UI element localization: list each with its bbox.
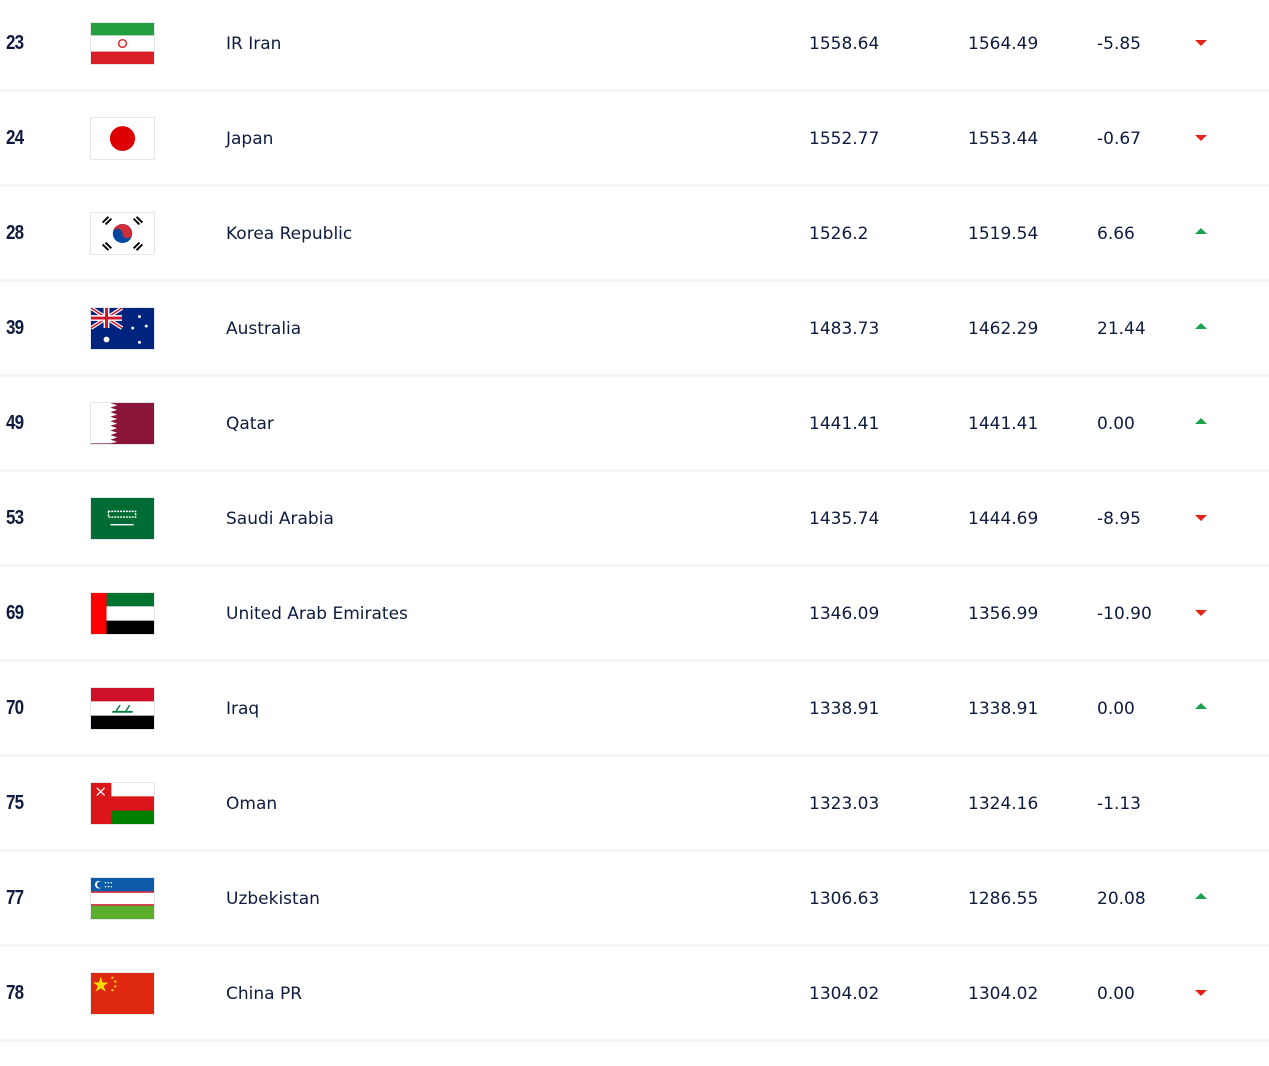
total-points: 1306.63 xyxy=(809,889,880,909)
team-name[interactable]: Oman xyxy=(226,794,278,814)
points-change: 20.08 xyxy=(1097,889,1146,909)
arrow-up-icon xyxy=(1195,893,1207,899)
table-row[interactable]: 69 United Arab Emirates 1346.09 1356.99 … xyxy=(0,567,1269,662)
total-points: 1435.74 xyxy=(809,509,880,529)
previous-points: 1564.49 xyxy=(968,34,1039,54)
rank: 70 xyxy=(6,697,24,719)
china-flag-icon xyxy=(90,972,155,1015)
points-change: -1.13 xyxy=(1097,794,1141,814)
team-name[interactable]: Qatar xyxy=(226,414,274,434)
team-name[interactable]: United Arab Emirates xyxy=(226,604,408,624)
team-name[interactable]: Japan xyxy=(226,129,274,149)
team-name[interactable]: Uzbekistan xyxy=(226,889,320,909)
ranking-table: 23 IR Iran 1558.64 1564.49 -5.85 24 Japa… xyxy=(0,0,1269,1042)
total-points: 1304.02 xyxy=(809,984,880,1004)
australia-flag-icon xyxy=(90,307,155,350)
rank: 23 xyxy=(6,32,24,54)
team-name[interactable]: IR Iran xyxy=(226,34,282,54)
rank: 53 xyxy=(6,507,24,529)
uzbekistan-flag-icon xyxy=(90,877,155,920)
previous-points: 1553.44 xyxy=(968,129,1039,149)
arrow-up-icon xyxy=(1195,228,1207,234)
total-points: 1526.2 xyxy=(809,224,869,244)
points-change: 0.00 xyxy=(1097,414,1135,434)
team-name[interactable]: China PR xyxy=(226,984,303,1004)
points-change: 0.00 xyxy=(1097,984,1135,1004)
table-row[interactable]: 24 Japan 1552.77 1553.44 -0.67 xyxy=(0,92,1269,187)
previous-points: 1462.29 xyxy=(968,319,1039,339)
points-change: 0.00 xyxy=(1097,699,1135,719)
table-row[interactable]: 78 China PR 1304.02 1304.02 0.00 xyxy=(0,947,1269,1042)
team-name[interactable]: Korea Republic xyxy=(226,224,353,244)
arrow-down-icon xyxy=(1195,40,1207,46)
table-row[interactable]: 77 Uzbekistan 1306.63 1286.55 20.08 xyxy=(0,852,1269,947)
rank: 78 xyxy=(6,982,24,1004)
rank: 49 xyxy=(6,412,24,434)
total-points: 1338.91 xyxy=(809,699,880,719)
iran-flag-icon xyxy=(90,22,155,65)
iraq-flag-icon xyxy=(90,687,155,730)
japan-flag-icon xyxy=(90,117,155,160)
total-points: 1323.03 xyxy=(809,794,880,814)
table-row[interactable]: 23 IR Iran 1558.64 1564.49 -5.85 xyxy=(0,0,1269,92)
arrow-down-icon xyxy=(1195,990,1207,996)
total-points: 1441.41 xyxy=(809,414,880,434)
korea-flag-icon xyxy=(90,212,155,255)
rank: 77 xyxy=(6,887,24,909)
previous-points: 1338.91 xyxy=(968,699,1039,719)
rank: 28 xyxy=(6,222,24,244)
uae-flag-icon xyxy=(90,592,155,635)
team-name[interactable]: Saudi Arabia xyxy=(226,509,334,529)
rank: 39 xyxy=(6,317,24,339)
previous-points: 1441.41 xyxy=(968,414,1039,434)
table-row[interactable]: 49 Qatar 1441.41 1441.41 0.00 xyxy=(0,377,1269,472)
total-points: 1346.09 xyxy=(809,604,880,624)
rank: 75 xyxy=(6,792,24,814)
oman-flag-icon xyxy=(90,782,155,825)
total-points: 1483.73 xyxy=(809,319,880,339)
previous-points: 1356.99 xyxy=(968,604,1039,624)
table-row[interactable]: 28 Korea Republic 1526.2 1519.54 6.66 xyxy=(0,187,1269,282)
total-points: 1552.77 xyxy=(809,129,880,149)
team-name[interactable]: Australia xyxy=(226,319,302,339)
points-change: -5.85 xyxy=(1097,34,1141,54)
rank: 24 xyxy=(6,127,24,149)
arrow-up-icon xyxy=(1195,703,1207,709)
table-row[interactable]: 39 Australia 1483.73 1462.29 21.44 xyxy=(0,282,1269,377)
arrow-down-icon xyxy=(1195,610,1207,616)
team-name[interactable]: Iraq xyxy=(226,699,260,719)
table-row[interactable]: 75 Oman 1323.03 1324.16 -1.13 xyxy=(0,757,1269,852)
saudi-arabia-flag-icon xyxy=(90,497,155,540)
arrow-up-icon xyxy=(1195,323,1207,329)
qatar-flag-icon xyxy=(90,402,155,445)
table-row[interactable]: 53 Saudi Arabia 1435.74 1444.69 -8.95 xyxy=(0,472,1269,567)
points-change: 6.66 xyxy=(1097,224,1135,244)
previous-points: 1304.02 xyxy=(968,984,1039,1004)
previous-points: 1444.69 xyxy=(968,509,1039,529)
previous-points: 1286.55 xyxy=(968,889,1039,909)
total-points: 1558.64 xyxy=(809,34,880,54)
previous-points: 1324.16 xyxy=(968,794,1039,814)
points-change: 21.44 xyxy=(1097,319,1146,339)
rank: 69 xyxy=(6,602,24,624)
arrow-up-icon xyxy=(1195,418,1207,424)
arrow-down-icon xyxy=(1195,135,1207,141)
points-change: -8.95 xyxy=(1097,509,1141,529)
table-row[interactable]: 70 Iraq 1338.91 1338.91 0.00 xyxy=(0,662,1269,757)
points-change: -10.90 xyxy=(1097,604,1152,624)
previous-points: 1519.54 xyxy=(968,224,1039,244)
arrow-down-icon xyxy=(1195,515,1207,521)
points-change: -0.67 xyxy=(1097,129,1141,149)
